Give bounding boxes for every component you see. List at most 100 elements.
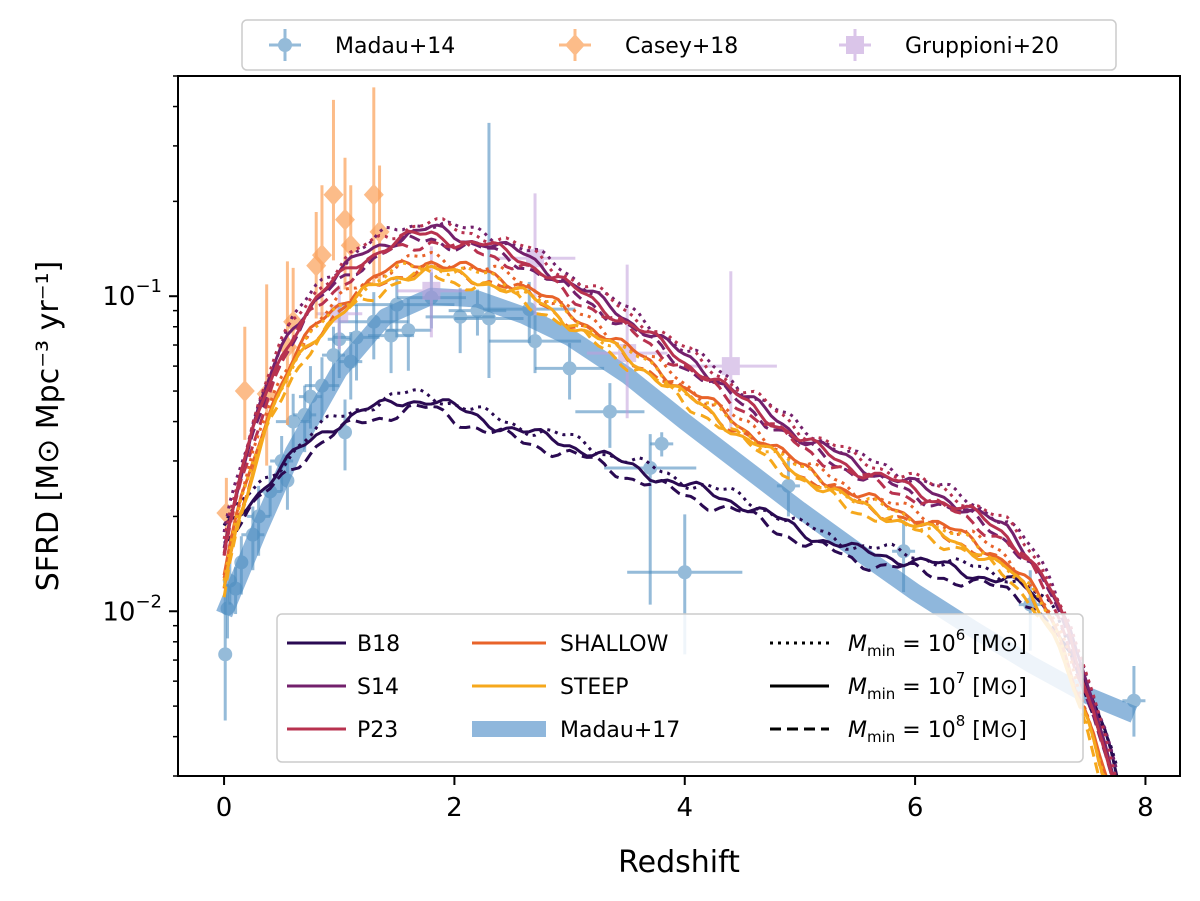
madau14-marker-22 — [401, 323, 416, 338]
madau14-marker-34 — [781, 478, 796, 493]
madau14-point-3 — [228, 567, 243, 615]
legend-inner-label-s14: S14 — [357, 675, 399, 700]
madau14-marker-14 — [326, 348, 341, 363]
plot-frame — [177, 75, 1181, 777]
legend-top-marker-madau-14 — [269, 29, 301, 61]
line-s14-dashed — [222, 233, 1114, 776]
mmin-equals: = 10 — [895, 718, 955, 743]
madau14-marker-35 — [896, 544, 911, 559]
y-tick-base-0: 10 — [102, 597, 135, 627]
madau14-marker-32 — [654, 436, 669, 451]
mmin-equals: = 10 — [895, 632, 955, 657]
casey18-point-11 — [369, 165, 390, 284]
madau14-marker-12 — [303, 389, 318, 404]
line-shallow-dashed — [222, 260, 1105, 776]
line-p23-dashed — [222, 240, 1114, 776]
legend-top-diamond-icon — [565, 34, 585, 56]
line-shallow-dotted — [222, 250, 1107, 776]
legend-inner-label-b18: B18 — [357, 632, 400, 657]
madau14-marker-6 — [251, 509, 266, 524]
y-tick-exp-1: −1 — [135, 276, 162, 297]
legend-top-frame — [241, 19, 1117, 71]
mmin-subscript: min — [867, 685, 895, 703]
mmin-exponent: 7 — [956, 669, 966, 687]
mmin-unit: [M⊙] — [965, 718, 1027, 743]
legend-inner-label-shallow: SHALLOW — [560, 632, 669, 657]
line-b18-solid — [223, 398, 1119, 776]
legend-top-label-casey-18: Casey+18 — [625, 34, 738, 59]
y-tick-exp-0: −2 — [135, 591, 162, 612]
casey18-point-9 — [340, 185, 361, 304]
madau14-point-4 — [234, 536, 249, 595]
madau14-marker-33 — [677, 565, 692, 580]
x-tick-label-2: 4 — [676, 793, 693, 823]
madau14-point-17 — [339, 331, 363, 400]
madau14-marker-19 — [366, 314, 381, 329]
madau14-point-28 — [488, 315, 582, 374]
madau14-marker-31 — [643, 460, 658, 475]
mmin-equals: = 10 — [895, 675, 955, 700]
madau14-marker-24 — [453, 309, 468, 324]
madau14-point-10 — [275, 393, 311, 453]
madau14-point-12 — [298, 366, 322, 429]
madau14-point-26 — [454, 122, 524, 379]
x-tick-label-1: 2 — [446, 793, 463, 823]
mmin-symbol: M — [848, 718, 867, 743]
gruppioni20-marker-4 — [721, 357, 740, 376]
casey18-marker-11 — [369, 220, 390, 243]
x-tick-label-0: 0 — [216, 793, 233, 823]
legend-top-marker-gruppioni-20 — [839, 29, 871, 61]
x-axis-label: Redshift — [618, 845, 740, 880]
madau14-marker-26 — [481, 311, 496, 326]
axes-layer: 0 2 4 6 810−210−1 — [102, 75, 1181, 823]
mmin-subscript: min — [867, 728, 895, 746]
casey18-marker-6 — [311, 244, 332, 267]
madau14-point-1 — [220, 584, 235, 639]
madau14-marker-20 — [384, 328, 399, 343]
casey18-points-layer — [216, 87, 390, 543]
gruppioni20-marker-1 — [422, 281, 441, 300]
legend-inner: B18 S14 P23 SHALLOW STEEP Madau+17 Mmin = 106 … — [276, 613, 1084, 763]
legend-top-label-madau-14: Madau+14 — [335, 34, 455, 59]
madau14-marker-30 — [602, 404, 617, 419]
mmin-exponent: 8 — [956, 712, 966, 730]
legend-top-square-icon — [846, 36, 864, 54]
line-b18-dashed — [223, 403, 1115, 776]
mmin-symbol: M — [848, 632, 867, 657]
legend-top-marker-casey-18 — [559, 29, 591, 61]
casey18-marker-7 — [323, 183, 344, 206]
madau14-point-16 — [338, 399, 352, 471]
madau14-point-31 — [604, 434, 697, 605]
y-tick-label-1: 10−1 — [102, 276, 162, 312]
legend-mmin-label-6: Mmin = 106 [M⊙] — [848, 626, 1027, 660]
x-tick-label-4: 8 — [1137, 793, 1154, 823]
casey18-marker-1 — [234, 380, 255, 403]
y-axis-label: SFRD [M⊙ Mpc⁻³ yr⁻¹] — [31, 261, 66, 592]
madau14-point-18 — [333, 304, 380, 381]
madau14-marker-25 — [470, 303, 485, 318]
madau14-point-9 — [280, 456, 295, 510]
legend-top: Madau+14 Casey+18 Gruppioni+20 — [241, 19, 1117, 71]
madau14-marker-16 — [338, 425, 352, 440]
mmin-symbol: M — [848, 675, 867, 700]
madau14-point-25 — [448, 289, 507, 336]
model-lines-layer — [222, 217, 1119, 776]
madau14-marker-28 — [528, 334, 543, 349]
line-p23-dotted — [222, 217, 1118, 776]
casey18-point-1 — [234, 326, 255, 440]
legend-inner-label-madau-17: Madau+17 — [560, 718, 680, 743]
legend-top-circle-icon — [278, 38, 292, 52]
madau14-point-29 — [535, 343, 605, 400]
madau14-point-0 — [218, 594, 233, 721]
mmin-subscript: min — [867, 642, 895, 660]
y-tick-label-0: 10−2 — [102, 591, 162, 627]
y-tick-base-1: 10 — [102, 282, 135, 312]
madau14-marker-13 — [314, 378, 329, 393]
legend-top-label-gruppioni-20: Gruppioni+20 — [905, 34, 1059, 59]
madau14-point-37 — [1122, 666, 1146, 737]
mmin-exponent: 6 — [956, 626, 966, 644]
madau14-marker-5 — [245, 527, 260, 542]
legend-inner-label-steep: STEEP — [560, 675, 628, 700]
